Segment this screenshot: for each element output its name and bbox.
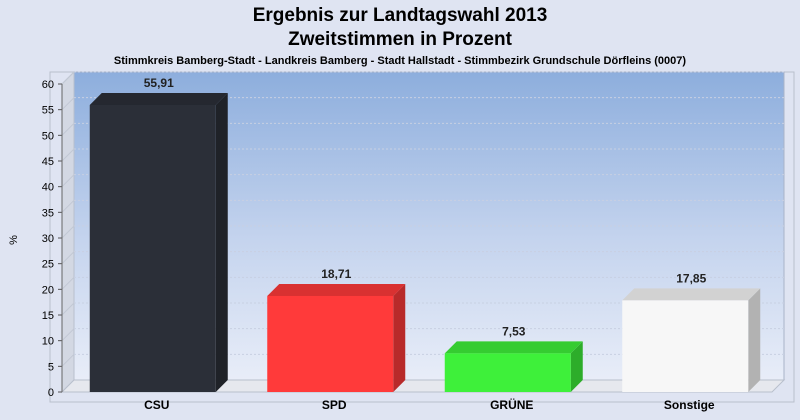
bar-csu xyxy=(89,104,216,392)
chart-subtitle: Stimmkreis Bamberg-Stadt - Landkreis Bam… xyxy=(113,55,687,67)
gridline-side xyxy=(61,122,75,136)
bar-top xyxy=(444,341,583,354)
gridline-side xyxy=(61,251,75,265)
bar-value-label: 17,85 xyxy=(676,271,706,285)
bar-top xyxy=(622,288,761,301)
bar-side xyxy=(393,283,406,392)
bar-side xyxy=(215,92,228,392)
gridline-side xyxy=(61,353,75,367)
bar-top xyxy=(89,92,228,105)
bar-value-label: 55,91 xyxy=(144,76,174,90)
bar-side xyxy=(570,341,583,392)
gridline-side xyxy=(61,71,75,85)
bar-side xyxy=(748,288,761,392)
gridline-side xyxy=(61,328,75,342)
chart-title-2: Zweitstimmen in Prozent xyxy=(288,29,512,50)
chart-titles: Ergebnis zur Landtagswahl 2013 Zweitstim… xyxy=(0,0,800,67)
bar-sonstige xyxy=(622,300,749,392)
gridline-side xyxy=(61,276,75,290)
y-tick-label: 15 xyxy=(42,310,54,322)
y-tick-label: 50 xyxy=(42,130,54,142)
y-tick-label: 60 xyxy=(42,79,54,91)
chart-title: Ergebnis zur Landtagswahl 2013 xyxy=(252,5,548,26)
y-tick-label: 20 xyxy=(42,284,54,296)
bar-value-label: 7,53 xyxy=(502,324,526,338)
y-tick-label: 55 xyxy=(42,105,54,117)
gridline-side xyxy=(61,225,75,239)
y-tick-label: 10 xyxy=(42,336,54,348)
gridline-side xyxy=(61,174,75,188)
y-tick-label: 30 xyxy=(42,233,54,245)
bar-value-label: 18,71 xyxy=(321,267,351,281)
gridline-side xyxy=(61,199,75,213)
y-tick-label: 5 xyxy=(48,361,54,373)
gridline-side xyxy=(61,148,75,162)
x-category-label: CSU xyxy=(144,398,169,412)
y-tick-label: 25 xyxy=(42,259,54,271)
y-tick-label: 40 xyxy=(42,182,54,194)
gridline-side xyxy=(61,97,75,111)
bar-grüne xyxy=(444,353,571,392)
gridline-side xyxy=(61,302,75,316)
bar-top xyxy=(267,283,406,296)
y-tick-label: 45 xyxy=(42,156,54,168)
bar-spd xyxy=(267,295,394,392)
y-tick-label: 0 xyxy=(48,387,54,399)
x-category-label: SPD xyxy=(322,398,347,412)
x-category-label: Sonstige xyxy=(664,398,715,412)
y-tick-label: 35 xyxy=(42,207,54,219)
x-category-label: GRÜNE xyxy=(490,397,533,412)
